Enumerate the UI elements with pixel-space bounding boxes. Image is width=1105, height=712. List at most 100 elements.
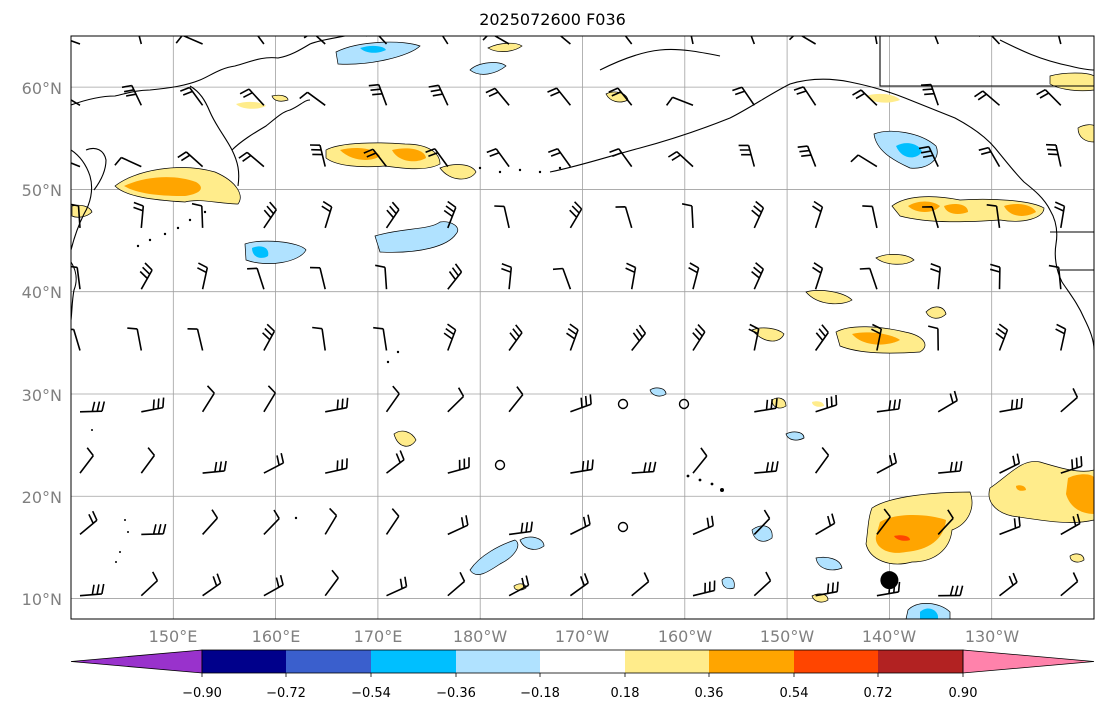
wind-barb	[428, 84, 449, 106]
wind-barb	[1060, 388, 1079, 413]
wind-barb	[1055, 323, 1067, 351]
wind-barb	[609, 148, 633, 168]
wind-barb	[876, 398, 901, 413]
wind-barb	[141, 523, 167, 536]
wind-barb	[624, 36, 633, 45]
wind-barb	[871, 323, 883, 351]
map-title: 2025072600 F036	[479, 10, 626, 29]
wind-barb	[79, 401, 106, 413]
wind-barb	[920, 83, 939, 106]
wind-barb	[850, 154, 878, 168]
wind-barb	[79, 583, 105, 597]
wind-barb	[1048, 264, 1062, 290]
wind-barb	[247, 267, 265, 290]
colorbar-extend-low	[70, 649, 203, 674]
wind-barb	[547, 87, 572, 106]
colorbar-tick: 0.90	[949, 686, 978, 701]
lon-label: 160°E	[252, 627, 301, 646]
wind-barb	[1054, 201, 1066, 229]
wind-barb	[569, 201, 583, 229]
wind-barb	[862, 205, 878, 229]
wind-barb	[365, 36, 388, 45]
wind-barb	[441, 36, 449, 45]
wind-barb	[447, 263, 463, 290]
wind-barb	[324, 569, 339, 597]
wind-barb	[688, 262, 700, 290]
wind-barb	[175, 36, 203, 45]
colorbar-tick: −0.90	[182, 686, 222, 701]
colorbar	[70, 649, 1095, 677]
wind-barb	[692, 324, 706, 351]
wind-barb	[71, 162, 81, 168]
wind-barb	[180, 86, 204, 106]
wind-barb	[1060, 572, 1079, 597]
lon-label: 150°W	[760, 627, 815, 646]
wind-barb	[386, 576, 408, 597]
wind-barb	[793, 86, 817, 106]
wind-barb	[71, 328, 81, 351]
wind-barb	[443, 323, 457, 351]
wind-barb	[373, 326, 388, 351]
lon-label: 140°W	[862, 627, 917, 646]
wind-barb	[989, 263, 1001, 290]
colorbar-tick: −0.54	[351, 686, 391, 701]
wind-barb	[312, 326, 326, 351]
wind-barb	[570, 459, 594, 474]
lon-label: 150°E	[149, 627, 198, 646]
wind-barb	[938, 585, 964, 597]
wind-barb	[139, 262, 153, 290]
wind-barb	[482, 36, 510, 45]
wind-barb	[928, 325, 939, 351]
wind-barb	[501, 263, 513, 290]
wind-barb	[751, 200, 765, 229]
wind-barb	[859, 267, 878, 290]
wind-barb	[263, 385, 276, 413]
lon-label: 160°W	[658, 627, 713, 646]
wind-barb	[978, 36, 1001, 45]
wind-barb	[202, 460, 227, 474]
wind-barb	[508, 386, 524, 413]
lat-label: 60°N	[22, 79, 62, 98]
wind-barb	[625, 262, 637, 290]
wind-barb	[692, 580, 716, 597]
wind-barb	[447, 457, 470, 474]
storm-position-marker	[880, 571, 899, 590]
wind-barb	[114, 156, 142, 168]
wind-barb	[79, 510, 98, 536]
colorbar-tick: 0.72	[864, 686, 893, 701]
wind-barb	[937, 509, 954, 535]
colorbar-segment	[709, 650, 794, 673]
wind-barb	[309, 144, 326, 167]
wind-barb	[324, 507, 338, 535]
colorbar-segment	[371, 650, 456, 673]
wind-barb	[566, 323, 579, 351]
wind-barb	[79, 447, 94, 474]
wind-barb	[201, 385, 215, 413]
wind-barb	[999, 516, 1021, 536]
wind-barb	[508, 575, 530, 597]
wind-barb	[608, 87, 633, 106]
wind-barb	[486, 148, 510, 168]
colorbar-segment	[540, 650, 625, 673]
lat-label: 40°N	[22, 283, 62, 302]
wind-barb	[748, 323, 760, 351]
wind-barb	[876, 452, 898, 474]
wind-barb	[197, 262, 209, 290]
wind-barb	[191, 202, 204, 228]
wind-barb	[751, 262, 765, 290]
wind-barb	[545, 36, 571, 45]
colorbar-tick: −0.72	[266, 686, 306, 701]
wind-barb	[141, 397, 165, 413]
island-chains	[91, 166, 724, 563]
wind-barb	[548, 147, 572, 168]
wind-barb	[71, 39, 81, 45]
wind-barb	[187, 328, 204, 351]
wind-barb	[631, 324, 647, 351]
wind-barb	[999, 398, 1023, 413]
wind-barb	[930, 263, 941, 290]
wind-barb	[263, 201, 277, 229]
wind-barb	[262, 323, 276, 351]
wind-barb	[263, 575, 284, 597]
wind-barb	[815, 581, 839, 597]
lon-label: 170°E	[354, 627, 403, 646]
